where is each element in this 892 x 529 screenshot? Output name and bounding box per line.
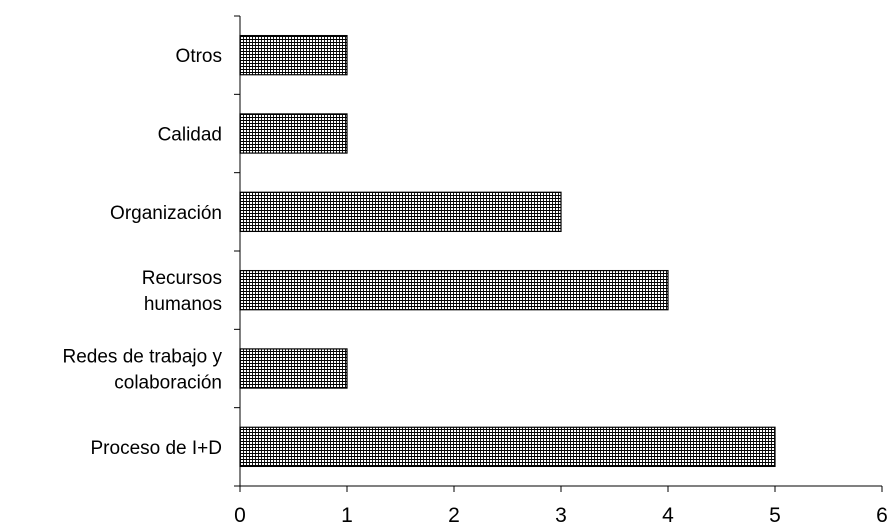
bar	[239, 113, 348, 154]
x-tick-label: 6	[876, 504, 888, 527]
x-tick-label: 0	[234, 504, 246, 527]
axes-group	[234, 15, 883, 492]
bar	[239, 426, 776, 468]
bar	[239, 348, 348, 389]
category-label: Recursos humanos	[142, 268, 222, 315]
category-label: Proceso de I+D	[91, 438, 223, 459]
bars-group	[239, 34, 776, 468]
category-label: Calidad	[158, 125, 222, 146]
x-tick-label: 2	[448, 504, 460, 527]
bar	[239, 269, 669, 311]
category-label: Organización	[110, 203, 222, 224]
x-tick-label: 4	[662, 504, 674, 527]
bar	[239, 191, 562, 233]
x-tick-labels: 0 1 2 3 4 5 6	[234, 504, 888, 527]
x-tick-label: 1	[341, 504, 353, 527]
category-labels: Proceso de I+D Redes de trabajo y colabora…	[63, 46, 223, 459]
bar	[239, 34, 348, 76]
x-tick-label: 5	[769, 504, 781, 527]
x-tick-label: 3	[555, 504, 567, 527]
category-label: Redes de trabajo y colaboración	[63, 347, 223, 394]
category-label: Otros	[176, 46, 222, 67]
